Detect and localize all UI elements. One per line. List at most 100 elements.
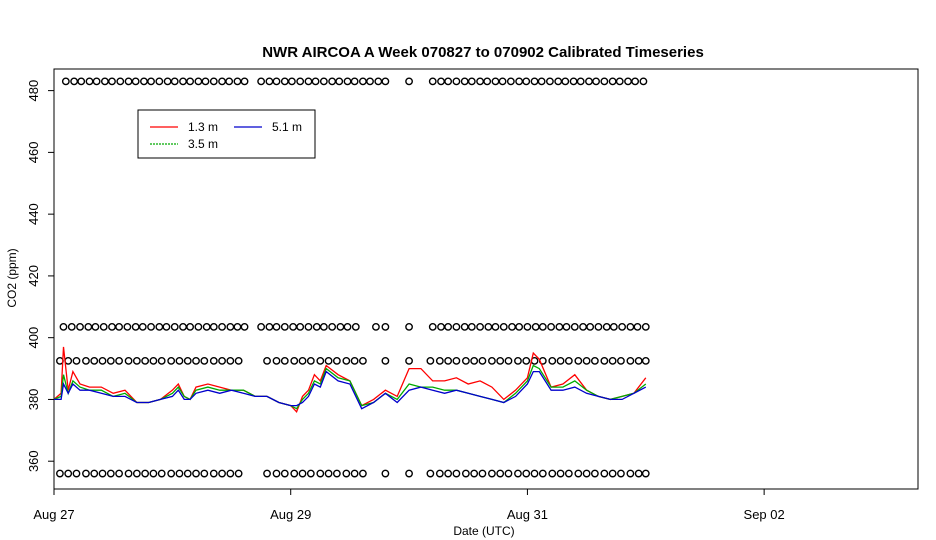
flag-point (209, 322, 218, 331)
flag-point (522, 77, 531, 86)
flag-point (506, 77, 515, 86)
flag-point (225, 77, 234, 86)
flag-point (359, 77, 367, 86)
y-tick-label: 360 (26, 450, 41, 472)
flag-point (131, 322, 140, 331)
x-tick-label: Aug 27 (33, 507, 74, 522)
flag-point (476, 322, 484, 331)
flag-point (183, 356, 192, 365)
flag-point (234, 356, 243, 365)
flag-point (585, 77, 593, 86)
flag-point (600, 356, 609, 365)
flag-point (504, 469, 513, 478)
flag-point (609, 322, 618, 331)
flag-point (634, 356, 643, 365)
flag-point (200, 469, 209, 478)
flag-point (381, 322, 390, 331)
flag-point (444, 356, 453, 365)
flag-point (304, 322, 313, 331)
flag-point (452, 356, 461, 365)
flag-point (444, 469, 453, 478)
flag-point (312, 322, 321, 331)
flag-point (515, 322, 524, 331)
flag-point (106, 469, 115, 478)
flag-point (157, 356, 166, 365)
flag-point (444, 322, 453, 331)
flag-point (426, 356, 435, 365)
flag-point (64, 356, 73, 365)
flag-point (564, 356, 573, 365)
flag-point (351, 322, 360, 331)
flag-point (600, 469, 609, 478)
flag-point (70, 77, 79, 86)
flag-point (162, 322, 171, 331)
flag-point (272, 356, 281, 365)
flag-point (280, 469, 289, 478)
x-axis-label: Date (UTC) (453, 524, 514, 538)
y-tick-label: 420 (26, 265, 41, 287)
flag-point (508, 322, 516, 331)
flag-point (483, 77, 492, 86)
flag-point (478, 356, 487, 365)
flag-point (641, 469, 650, 478)
flag-point (209, 469, 218, 478)
flag-point (72, 356, 81, 365)
plot-frame (53, 68, 919, 490)
flag-point (350, 356, 359, 365)
flag-point (496, 469, 505, 478)
flag-point (115, 356, 123, 365)
flag-point (155, 77, 164, 86)
flag-point (546, 77, 554, 86)
flag-point (428, 322, 437, 331)
flag-point (574, 469, 583, 478)
flag-point (626, 322, 635, 331)
flag-point (626, 469, 635, 478)
flag-point (574, 356, 583, 365)
flag-point (437, 77, 445, 86)
flag-point (123, 322, 132, 331)
flag-point (437, 322, 445, 331)
flag-point (639, 77, 648, 86)
flag-point (59, 322, 68, 331)
flag-point (641, 356, 650, 365)
flag-point (108, 322, 116, 331)
flag-point (514, 469, 522, 478)
flag-point (547, 322, 555, 331)
flag-point (435, 356, 444, 365)
flag-point (157, 469, 166, 478)
flag-point (460, 77, 469, 86)
flag-point (531, 322, 540, 331)
flag-point (132, 469, 141, 478)
flag-point (522, 356, 531, 365)
y-tick-label: 480 (26, 80, 41, 102)
flag-point (537, 77, 546, 86)
flag-point (530, 77, 539, 86)
flag-point (200, 356, 209, 365)
flag-point (582, 469, 591, 478)
flag-point (306, 469, 315, 478)
flag-point (85, 77, 94, 86)
flag-point (561, 77, 570, 86)
flag-point (336, 322, 345, 331)
flag-point (240, 77, 249, 86)
flag-point (590, 469, 599, 478)
flag-point (141, 469, 150, 478)
flag-point (426, 469, 435, 478)
flag-point (82, 469, 90, 478)
flag-point (240, 322, 249, 331)
flag-point (92, 77, 101, 86)
flag-point (90, 356, 99, 365)
flag-point (257, 77, 266, 86)
flag-point (600, 77, 609, 86)
flag-point (98, 356, 107, 365)
flag-point (514, 356, 522, 365)
flag-point (280, 322, 289, 331)
flag-point (602, 322, 611, 331)
flag-point (124, 77, 133, 86)
flag-point (617, 469, 625, 478)
flag-point (342, 356, 351, 365)
flag-point (289, 322, 297, 331)
flag-point (155, 322, 164, 331)
flag-point (140, 77, 148, 86)
